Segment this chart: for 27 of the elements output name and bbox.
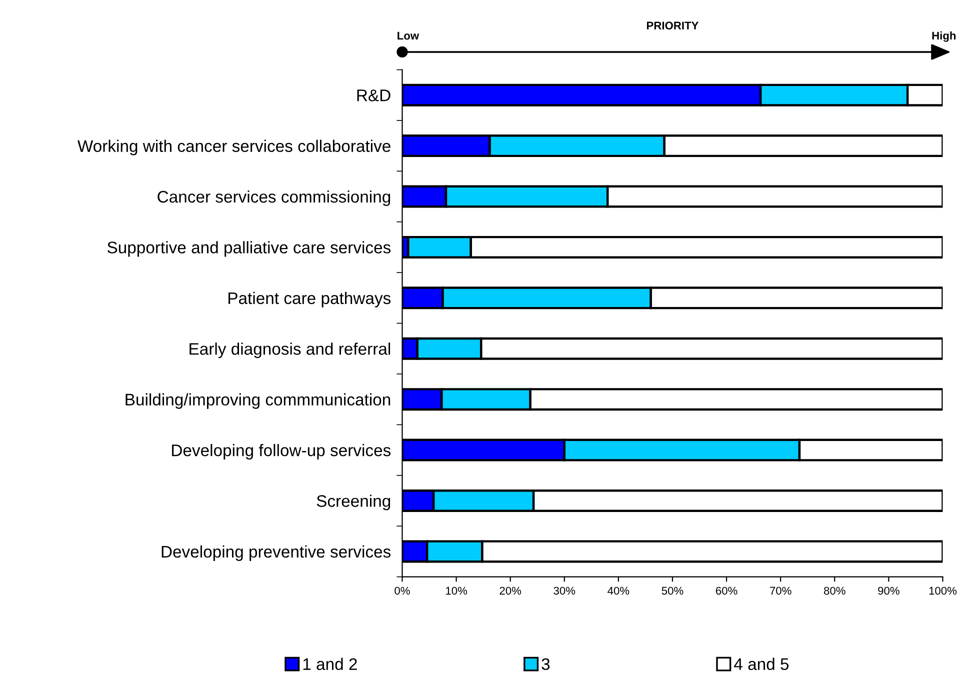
x-tick-label: 30%	[554, 586, 576, 595]
x-tick-label: 90%	[878, 586, 900, 595]
y-tick-label: Building/improving commmunication	[126, 393, 390, 409]
x-tick-label: 100%	[929, 586, 957, 595]
y-tick-label: Screening	[316, 494, 390, 510]
legend-label: 3	[542, 658, 550, 670]
text: PRIORITY	[646, 22, 699, 30]
x-tick-label: 40%	[608, 586, 630, 595]
text: High	[932, 31, 956, 42]
x-tick-label: 70%	[770, 586, 792, 595]
x-tick-label: 20%	[500, 586, 522, 595]
x-tick-label: 80%	[824, 586, 846, 595]
y-tick-label: Patient care pathways	[228, 292, 391, 308]
legend-label: 1 and 2	[303, 658, 357, 670]
y-tick-label: Developing preventive services	[162, 545, 391, 561]
x-tick-label: 10%	[446, 586, 468, 595]
y-tick-label: Supportive and palliative care services	[107, 241, 391, 257]
y-tick-label: Early diagnosis and referral	[190, 342, 390, 358]
x-tick-label: 60%	[716, 586, 738, 595]
text: Low	[398, 32, 420, 40]
y-tick-label: R&D	[357, 90, 390, 102]
legend-label: 4 and 5	[734, 658, 789, 670]
y-tick-label: Cancer services commissioning	[158, 190, 390, 206]
x-tick-label: 0%	[394, 586, 410, 595]
y-tick-label: Working with cancer services collaborative	[78, 140, 390, 156]
x-tick-label: 50%	[662, 586, 684, 595]
y-tick-label: Developing follow-up services	[172, 444, 391, 460]
